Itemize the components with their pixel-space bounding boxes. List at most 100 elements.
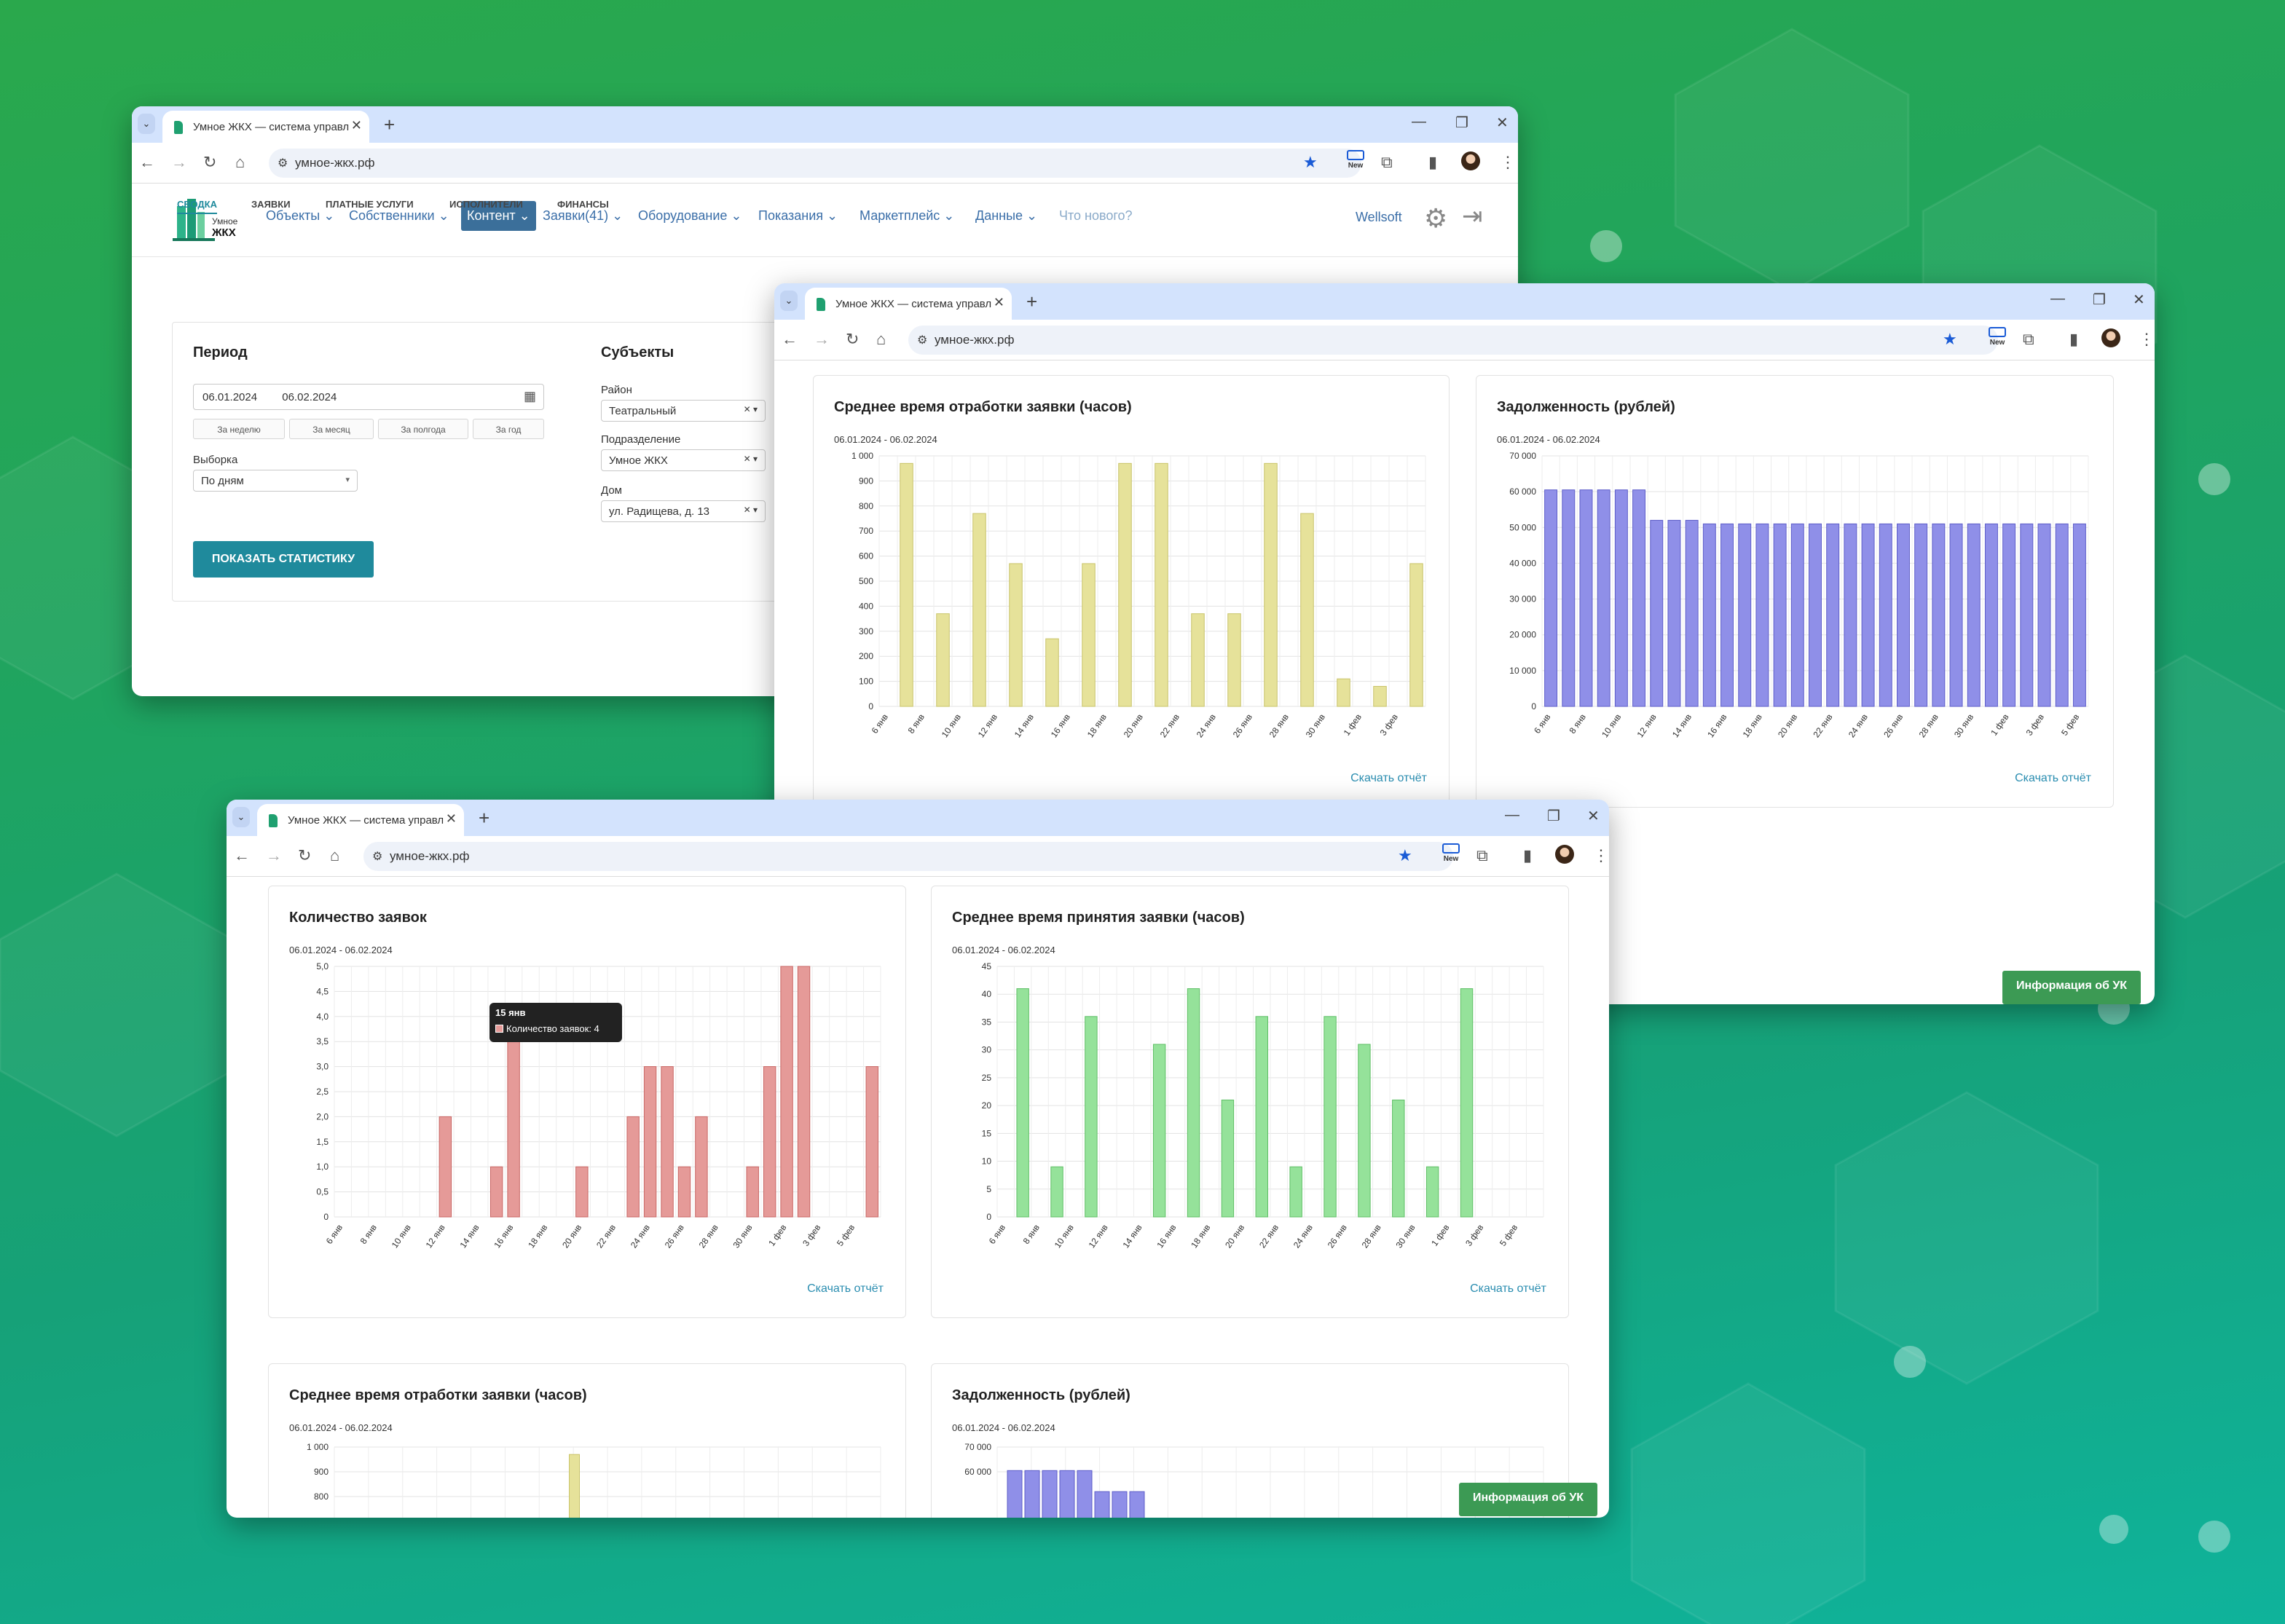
division-select[interactable]: Умное ЖКХ ✕ ▾ bbox=[601, 449, 766, 471]
download-report-link[interactable]: Скачать отчёт bbox=[807, 1282, 884, 1295]
company-info-button[interactable]: Информация об УК bbox=[2002, 971, 2141, 1004]
close-window-icon[interactable]: ✕ bbox=[2133, 292, 2145, 308]
nav-item-9[interactable]: Что нового? bbox=[1059, 208, 1133, 223]
period-halfyear-button[interactable]: За полгода bbox=[378, 419, 468, 439]
x-tick-label: 10 янв bbox=[1600, 712, 1623, 740]
extensions-icon[interactable]: ⧉ bbox=[1476, 846, 1488, 864]
address-bar[interactable]: ⚙ умное-жкх.рф ★ bbox=[908, 326, 1998, 355]
browser-tab[interactable]: Умное ЖКХ — система управл ✕ bbox=[805, 288, 1012, 320]
clear-chevron-icon[interactable]: ✕ ▾ bbox=[743, 505, 758, 515]
reload-icon[interactable]: ↻ bbox=[203, 153, 217, 171]
bookmark-star-icon[interactable]: ★ bbox=[1943, 330, 1957, 348]
close-tab-icon[interactable]: ✕ bbox=[445, 811, 457, 826]
back-icon[interactable]: ← bbox=[139, 153, 155, 171]
bar bbox=[661, 1066, 674, 1218]
y-tick-label: 10 bbox=[982, 1156, 992, 1167]
restore-icon[interactable]: ❐ bbox=[2093, 292, 2106, 308]
close-window-icon[interactable]: ✕ bbox=[1587, 808, 1600, 824]
reload-icon[interactable]: ↻ bbox=[298, 846, 312, 864]
extensions-icon[interactable]: ⧉ bbox=[2023, 330, 2034, 348]
tab-list-button[interactable]: ⌄ bbox=[232, 807, 250, 827]
tab-list-button[interactable]: ⌄ bbox=[138, 114, 155, 134]
menu-icon[interactable]: ⋮ bbox=[1500, 153, 1516, 171]
download-report-link[interactable]: Скачать отчёт bbox=[2015, 772, 2091, 784]
user-name[interactable]: Wellsoft bbox=[1356, 210, 1402, 224]
bar bbox=[1050, 1166, 1063, 1218]
nav-item-3[interactable]: Контент ⌄ bbox=[461, 201, 536, 231]
new-tab-icon[interactable]: + bbox=[1026, 291, 1038, 312]
district-select[interactable]: Театральный ✕ ▾ bbox=[601, 400, 766, 422]
nav-item-4[interactable]: Заявки(41) ⌄ bbox=[543, 208, 624, 223]
minimize-icon[interactable]: — bbox=[1505, 807, 1519, 823]
extensions-icon[interactable]: ⧉ bbox=[1381, 153, 1393, 171]
new-tab-icon[interactable]: + bbox=[384, 114, 396, 135]
browser-toolbar: ← → ↻ ⌂ ⚙ умное-жкх.рф ★ New ⧉ ▮ ⋮ bbox=[132, 143, 1518, 184]
browser-tab[interactable]: Умное ЖКХ — система управл ✕ bbox=[257, 804, 464, 836]
nav-item-2[interactable]: Собственники ⌄ bbox=[349, 208, 449, 223]
logo[interactable]: Умное ЖКХ bbox=[173, 197, 254, 243]
side-panel-icon[interactable]: ▮ bbox=[1428, 153, 1438, 171]
browser-tab[interactable]: Умное ЖКХ — система управл ✕ bbox=[162, 111, 369, 143]
period-month-button[interactable]: За месяц bbox=[289, 419, 374, 439]
menu-icon[interactable]: ⋮ bbox=[1593, 846, 1609, 864]
minimize-icon[interactable]: — bbox=[2050, 291, 2065, 307]
minimize-icon[interactable]: — bbox=[1412, 114, 1426, 130]
menu-icon[interactable]: ⋮ bbox=[2139, 330, 2155, 348]
subnav-item-5[interactable]: ФИНАНСЫ bbox=[557, 199, 609, 210]
nav-item-1[interactable]: Объекты ⌄ bbox=[266, 208, 335, 223]
bookmark-star-icon[interactable]: ★ bbox=[1398, 846, 1412, 864]
home-icon[interactable]: ⌂ bbox=[235, 153, 245, 171]
home-icon[interactable]: ⌂ bbox=[876, 330, 886, 348]
profile-avatar[interactable] bbox=[1555, 845, 1574, 864]
new-feature-icon[interactable]: New bbox=[1986, 327, 2008, 347]
subnav-item-2[interactable]: ЗАЯВКИ bbox=[251, 199, 291, 210]
profile-avatar[interactable] bbox=[1461, 151, 1480, 170]
reload-icon[interactable]: ↻ bbox=[846, 330, 860, 348]
address-bar[interactable]: ⚙ умное-жкх.рф ★ bbox=[363, 842, 1453, 871]
period-week-button[interactable]: За неделю bbox=[193, 419, 285, 439]
company-info-button[interactable]: Информация об УК bbox=[1459, 1483, 1597, 1516]
back-icon[interactable]: ← bbox=[782, 330, 798, 348]
subnav-item-4[interactable]: ИСПОЛНИТЕЛИ bbox=[449, 199, 523, 210]
back-icon[interactable]: ← bbox=[234, 846, 250, 864]
period-year-button[interactable]: За год bbox=[473, 419, 544, 439]
close-tab-icon[interactable]: ✕ bbox=[993, 295, 1004, 310]
date-range-input[interactable]: 06.01.2024 06.02.2024 ▦ bbox=[193, 384, 544, 410]
side-panel-icon[interactable]: ▮ bbox=[2069, 330, 2079, 348]
subnav-item-3[interactable]: ПЛАТНЫЕ УСЛУГИ bbox=[326, 199, 414, 210]
clear-chevron-icon[interactable]: ✕ ▾ bbox=[743, 454, 758, 464]
download-report-link[interactable]: Скачать отчёт bbox=[1350, 772, 1427, 784]
clear-chevron-icon[interactable]: ✕ ▾ bbox=[743, 404, 758, 414]
forward-icon[interactable]: → bbox=[266, 846, 282, 864]
nav-item-8[interactable]: Данные ⌄ bbox=[975, 208, 1038, 223]
restore-icon[interactable]: ❐ bbox=[1455, 115, 1468, 131]
subnav-item-1[interactable]: СВОДКА bbox=[177, 199, 217, 214]
site-settings-icon[interactable]: ⚙ bbox=[917, 334, 928, 347]
tab-list-button[interactable]: ⌄ bbox=[780, 291, 798, 311]
calendar-icon[interactable]: ▦ bbox=[523, 389, 536, 403]
show-statistics-button[interactable]: ПОКАЗАТЬ СТАТИСТИКУ bbox=[193, 541, 374, 578]
house-select[interactable]: ул. Радищева, д. 13 ✕ ▾ bbox=[601, 500, 766, 522]
nav-item-6[interactable]: Показания ⌄ bbox=[758, 208, 838, 223]
forward-icon[interactable]: → bbox=[171, 153, 187, 171]
close-window-icon[interactable]: ✕ bbox=[1496, 115, 1509, 131]
new-tab-icon[interactable]: + bbox=[479, 807, 490, 829]
restore-icon[interactable]: ❐ bbox=[1547, 808, 1560, 824]
site-settings-icon[interactable]: ⚙ bbox=[372, 851, 383, 863]
settings-gear-icon[interactable]: ⚙ bbox=[1424, 203, 1448, 233]
home-icon[interactable]: ⌂ bbox=[330, 846, 340, 864]
bookmark-star-icon[interactable]: ★ bbox=[1303, 153, 1318, 171]
download-report-link[interactable]: Скачать отчёт bbox=[1470, 1282, 1546, 1295]
nav-item-5[interactable]: Оборудование ⌄ bbox=[638, 208, 742, 223]
new-feature-icon[interactable]: New bbox=[1345, 150, 1366, 170]
forward-icon[interactable]: → bbox=[814, 330, 830, 348]
address-bar[interactable]: ⚙ умное-жкх.рф ★ bbox=[269, 149, 1361, 178]
profile-avatar[interactable] bbox=[2101, 328, 2120, 347]
logout-icon[interactable]: ⇥ bbox=[1462, 202, 1483, 230]
side-panel-icon[interactable]: ▮ bbox=[1523, 846, 1533, 864]
selection-select[interactable]: По дням ▾ bbox=[193, 470, 358, 492]
new-feature-icon[interactable]: New bbox=[1440, 843, 1462, 863]
site-settings-icon[interactable]: ⚙ bbox=[278, 157, 288, 170]
nav-item-7[interactable]: Маркетплейс ⌄ bbox=[860, 208, 955, 223]
close-tab-icon[interactable]: ✕ bbox=[350, 118, 362, 133]
